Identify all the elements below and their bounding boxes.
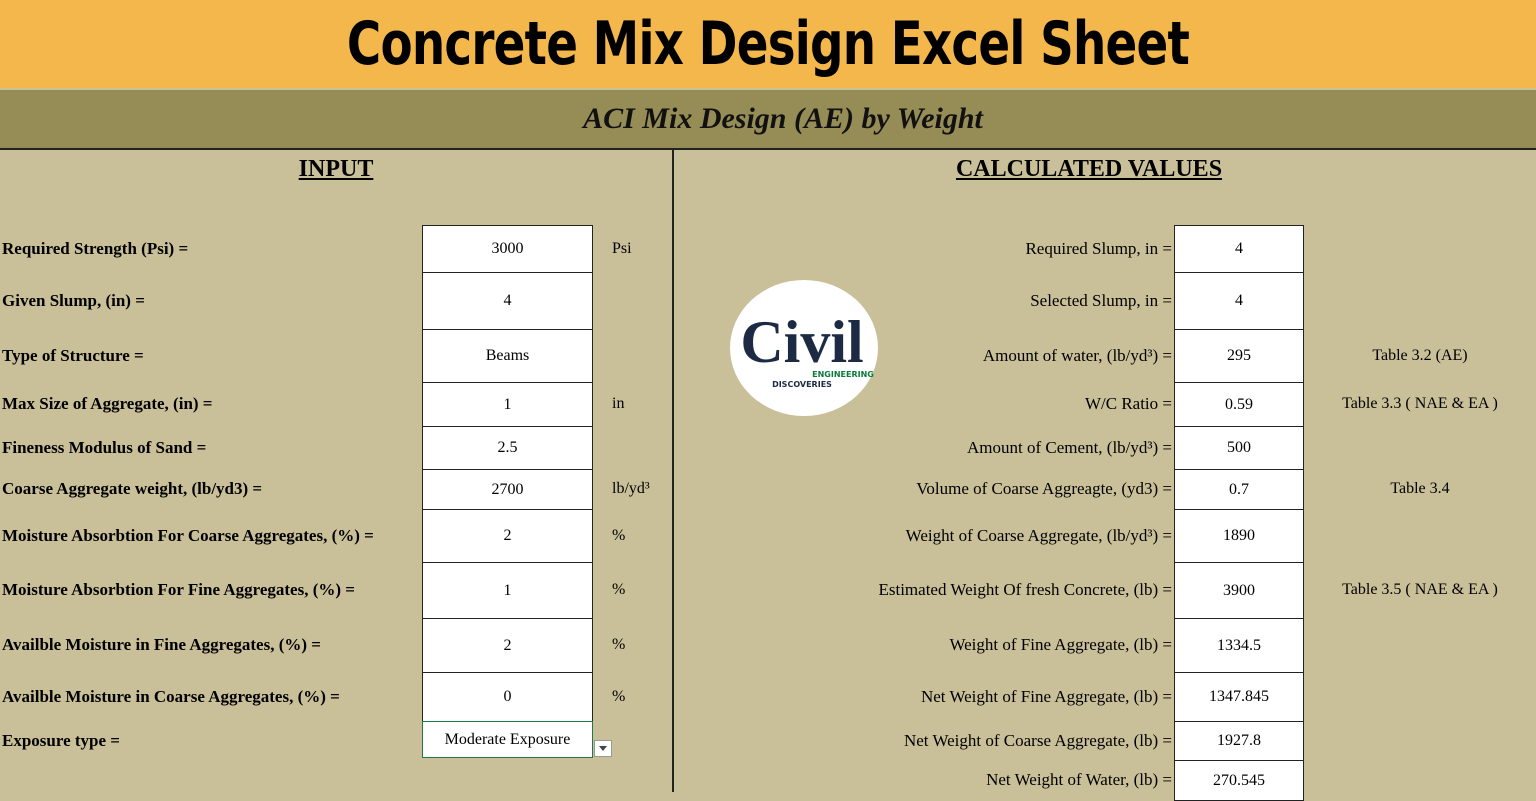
input-label: Moisture Absorbtion For Coarse Aggregate… (2, 525, 374, 545)
input-value: 2700 (422, 469, 593, 510)
sheet-title: ACI Mix Design (AE) by Weight (583, 102, 983, 135)
calculated-note: Table 3.4 (1390, 480, 1450, 497)
sheet-title-bar (0, 90, 1536, 150)
calculated-heading: CALCULATED VALUES (955, 156, 1223, 182)
input-value: 2 (422, 509, 593, 563)
calculated-label: Volume of Coarse Aggreagte, (yd3) = (916, 479, 1172, 498)
input-label: Type of Structure = (2, 345, 144, 365)
logo-word: Civil (740, 309, 863, 375)
logo-line2: DISCOVERIES (772, 380, 832, 389)
input-unit: lb/yd³ (612, 480, 650, 497)
input-unit: % (612, 687, 626, 705)
calculated-value: 500 (1174, 426, 1304, 470)
calculated-value: 295 (1174, 329, 1304, 383)
input-label: Max Size of Aggregate, (in) = (2, 394, 213, 413)
input-label: Moisture Absorbtion For Fine Aggregates,… (2, 580, 355, 599)
input-value: 3000 (422, 225, 593, 273)
input-value: 1 (422, 382, 593, 427)
calculated-value: 1334.5 (1174, 618, 1304, 673)
calculated-label: Amount of water, (lb/yd³) = (982, 345, 1172, 365)
banner (0, 0, 1536, 88)
input-value: 1 (422, 562, 593, 619)
calculated-note: Table 3.5 ( NAE & EA ) (1342, 581, 1498, 598)
calculated-value: 3900 (1174, 562, 1304, 619)
calculated-label: Amount of Cement, (lb/yd³) = (967, 437, 1172, 457)
calculated-note: Table 3.3 ( NAE & EA ) (1342, 395, 1498, 412)
input-value: 0 (422, 672, 593, 722)
calculated-label: Net Weight of Coarse Aggregate, (lb) = (903, 730, 1172, 750)
calculated-label: Weight of Fine Aggregate, (lb) = (949, 635, 1172, 654)
input-value[interactable]: Moderate Exposure (422, 721, 593, 758)
input-value: Beams (422, 329, 593, 383)
input-label: Availble Moisture in Fine Aggregates, (%… (2, 635, 321, 654)
calculated-label: Weight of Coarse Aggregate, (lb/yd³) = (905, 525, 1172, 545)
input-label: Coarse Aggregate weight, (lb/yd3) = (2, 479, 263, 498)
calculated-value: 270.545 (1174, 760, 1304, 801)
calculated-label: Selected Slump, in = (1030, 290, 1172, 310)
input-heading: INPUT (298, 156, 374, 182)
input-label: Exposure type = (2, 730, 120, 750)
banner-title: Concrete Mix Design Excel Sheet (346, 9, 1190, 79)
calculated-label: W/C Ratio = (1084, 394, 1172, 413)
input-label: Fineness Modulus of Sand = (2, 437, 207, 457)
input-unit: % (612, 581, 626, 598)
calculated-value: 4 (1174, 272, 1304, 330)
dropdown-button[interactable] (594, 740, 612, 757)
calculated-value: 4 (1174, 225, 1304, 273)
input-label: Given Slump, (in) = (2, 290, 145, 310)
calculated-label: Net Weight of Fine Aggregate, (lb) = (920, 686, 1172, 706)
input-unit: % (612, 636, 626, 653)
input-label: Required Strength (Psi) = (2, 238, 189, 258)
calculated-label: Net Weight of Water, (lb) = (986, 770, 1172, 789)
logo-circle (730, 280, 878, 416)
input-unit: in (612, 395, 625, 412)
calculated-value: 1347.845 (1174, 672, 1304, 722)
input-value: 4 (422, 272, 593, 330)
calculated-value: 0.59 (1174, 382, 1304, 427)
calculated-label: Estimated Weight Of fresh Concrete, (lb)… (878, 580, 1172, 599)
input-value: 2.5 (422, 426, 593, 470)
calculated-value: 1890 (1174, 509, 1304, 563)
calculated-label: Required Slump, in = (1025, 238, 1172, 258)
logo-line1: ENGINEERING (812, 370, 874, 379)
logo: Civil ENGINEERING DISCOVERIES (730, 280, 878, 416)
divider (672, 150, 674, 792)
input-unit: % (612, 526, 626, 544)
input-unit: Psi (612, 239, 632, 257)
calculated-note: Table 3.2 (AE) (1372, 346, 1468, 364)
input-value: 2 (422, 618, 593, 673)
calculated-value: 1927.8 (1174, 721, 1304, 761)
calculated-value: 0.7 (1174, 469, 1304, 510)
input-label: Availble Moisture in Coarse Aggregates, … (2, 686, 340, 706)
